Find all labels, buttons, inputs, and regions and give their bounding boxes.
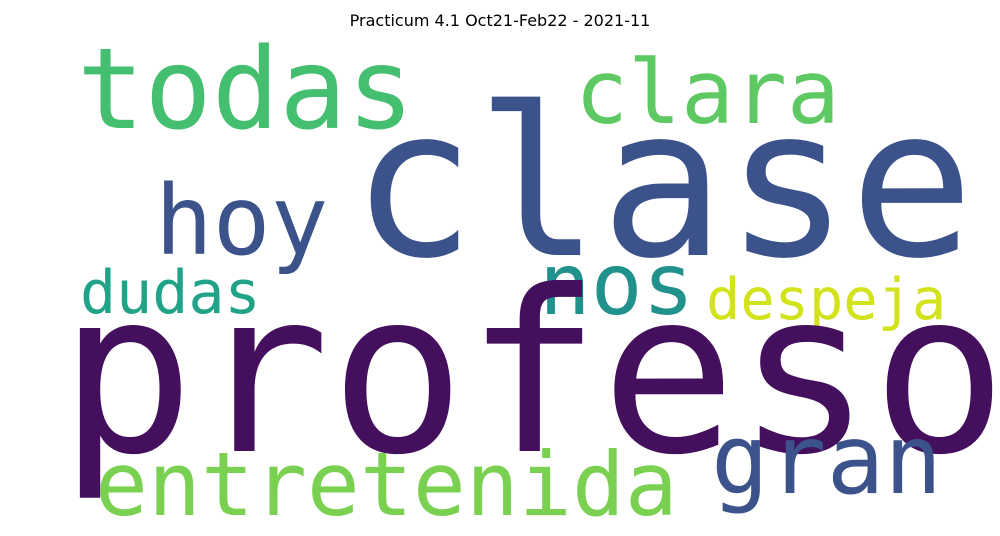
word-cloud: todas clase clara hoy nos dudas despeja … [59,34,1000,529]
word-nos: nos [539,235,695,335]
chart-title: Practicum 4.1 Oct21-Feb22 - 2021-11 [349,11,651,30]
word-clara: clara [575,41,840,144]
word-despeja: despeja [706,267,947,333]
word-profesor: profesor [59,243,1000,505]
word-gran: gran [711,404,943,516]
word-todas: todas [77,25,415,155]
word-clase: clase [351,63,975,304]
word-hoy: hoy [155,165,329,277]
word-dudas: dudas [80,258,261,328]
word-entretenida: entretenida [95,433,678,536]
